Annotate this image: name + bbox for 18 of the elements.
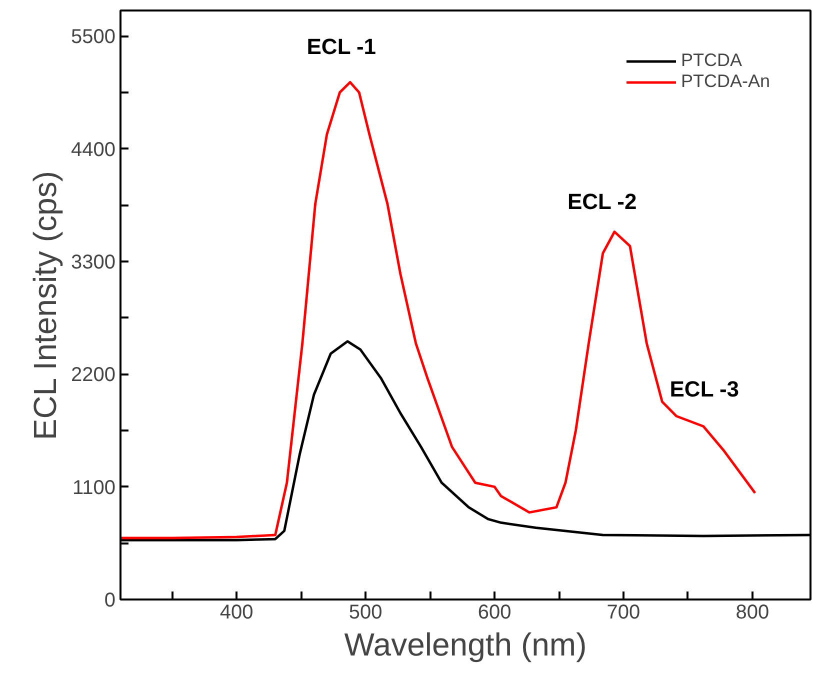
- y-tick-label: 1100: [72, 476, 116, 499]
- x-tick-label: 400: [220, 602, 254, 624]
- x-tick-label: 800: [736, 602, 770, 624]
- legend-label: PTCDA: [680, 50, 742, 71]
- y-tick-label: 2200: [71, 364, 116, 386]
- legend-label: PTCDA-An: [680, 71, 770, 92]
- y-tick-label: 3300: [71, 251, 116, 274]
- annotation: ECL -3: [670, 376, 740, 402]
- y-tick-label: 4400: [71, 138, 116, 161]
- annotation: ECL -2: [567, 189, 637, 214]
- y-tick-label: 0: [104, 590, 116, 612]
- y-axis-title: ECL Intensity (cps): [27, 171, 64, 440]
- x-axis-title: Wavelength (nm): [344, 626, 587, 662]
- y-tick-label: 5500: [71, 26, 116, 48]
- annotation: ECL -1: [306, 34, 376, 60]
- x-tick-label: 700: [606, 602, 640, 624]
- x-tick-label: 600: [478, 602, 512, 624]
- x-tick-label: 500: [348, 602, 382, 624]
